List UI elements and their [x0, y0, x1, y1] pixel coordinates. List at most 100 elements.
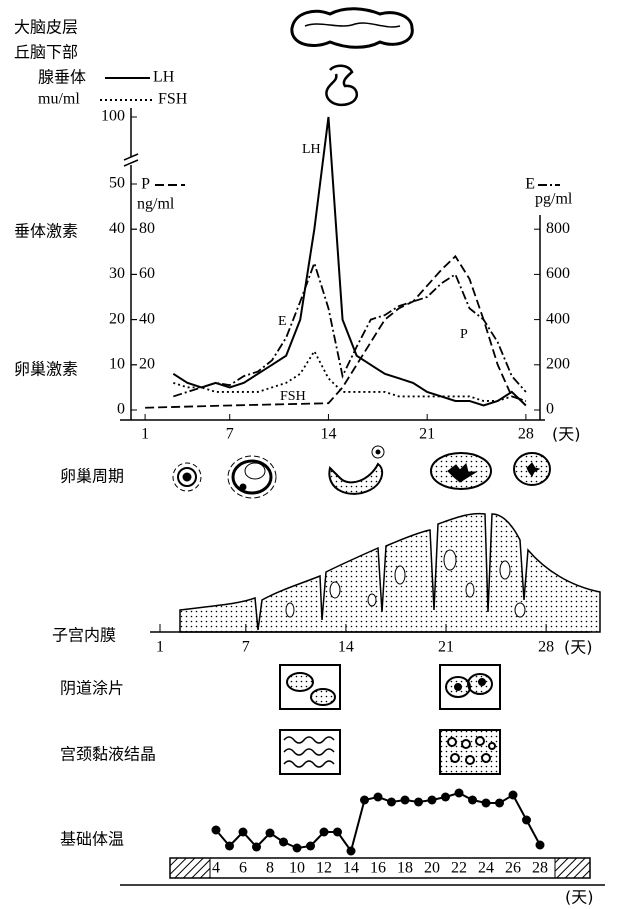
series-line: [145, 256, 526, 407]
x-tick-label: 24: [478, 860, 494, 877]
x-tick-label: 14: [343, 860, 359, 877]
temperature-point: [387, 798, 396, 807]
y-tick-label: 0: [117, 401, 125, 418]
temperature-point: [279, 838, 288, 847]
endometrium-label: 子宫内膜: [52, 626, 116, 645]
legend-label: FSH: [158, 91, 188, 108]
y-tick-label: 20: [109, 310, 125, 327]
curve-label: FSH: [280, 389, 306, 404]
mucus-boxes: [280, 730, 500, 774]
y-tick-label: 40: [109, 220, 125, 237]
x-tick-label: 22: [451, 860, 467, 877]
series-line: [173, 351, 526, 401]
pituitary-label: 腺垂体: [38, 68, 86, 87]
temperature-point: [414, 798, 423, 807]
x-tick-label: 1: [156, 639, 164, 656]
temperature-point: [522, 816, 531, 825]
temperature-line: [216, 793, 540, 851]
y-tick-label: 10: [109, 355, 125, 372]
y2-unit: pg/ml: [535, 191, 573, 208]
temperature-point: [225, 842, 234, 851]
x-tick-label: 21: [419, 426, 435, 443]
curve-label: P: [460, 327, 468, 342]
temperature-point: [374, 793, 383, 802]
y3-tick-label: 20: [139, 355, 155, 372]
y2-tick-label: 400: [546, 310, 570, 327]
legend-label: LH: [153, 69, 175, 86]
temperature-point: [536, 841, 545, 850]
temperature-point: [347, 847, 356, 856]
x-tick-label: 28: [538, 639, 554, 656]
x-tick-label: 28: [518, 426, 534, 443]
x-tick-label: 10: [289, 860, 305, 877]
x-tick-label: 14: [320, 426, 336, 443]
y2-tick-label: 200: [546, 355, 570, 372]
y3-tick-label: 40: [139, 310, 155, 327]
x-tick-label: 18: [397, 860, 413, 877]
x-tick-label: 16: [370, 860, 386, 877]
y3-unit: ng/ml: [137, 196, 175, 213]
smear-label: 阴道涂片: [60, 679, 124, 698]
temperature-point: [428, 796, 437, 805]
temperature-point: [266, 829, 275, 838]
chart-title: 基础体温: [60, 830, 124, 849]
x-tick-label: 21: [438, 639, 454, 656]
temperature-point: [212, 826, 221, 835]
ovary-label: 卵巢周期: [60, 467, 124, 486]
x-tick-label: 6: [239, 860, 247, 877]
x-tick-label: 20: [424, 860, 440, 877]
y2-tick-label: 600: [546, 265, 570, 282]
x-tick-label: 7: [226, 426, 234, 443]
temperature-point: [293, 844, 302, 853]
y-axis-title: 卵巢激素: [14, 360, 78, 379]
ovary-drawings: [173, 446, 550, 498]
legend-label: E: [525, 176, 535, 193]
temperature-point: [333, 828, 342, 837]
x-tick-label: 14: [338, 639, 354, 656]
endometrium-drawing: [180, 514, 600, 632]
cortex-label: 大脑皮层: [14, 18, 78, 37]
temperature-point: [482, 799, 491, 808]
series-line: [173, 263, 526, 396]
x-unit: (天): [552, 425, 581, 444]
temperature-point: [306, 842, 315, 851]
x-tick-label: 1: [141, 426, 149, 443]
temperature-point: [468, 796, 477, 805]
y-axis-title: 垂体激素: [14, 222, 78, 241]
x-tick-label: 4: [212, 860, 220, 877]
temperature-point: [320, 828, 329, 837]
y-tick-label: 30: [109, 265, 125, 282]
y2-tick-label: 0: [546, 401, 554, 418]
y-tick-label: 100: [101, 108, 125, 125]
temperature-point: [509, 791, 518, 800]
pituitary-drawing: [326, 66, 356, 105]
temperature-point: [239, 828, 248, 837]
y3-tick-label: 80: [139, 220, 155, 237]
y-unit: mu/ml: [38, 91, 80, 108]
temperature-point: [252, 843, 261, 852]
legend-label: P: [141, 176, 150, 193]
y3-tick-label: 60: [139, 265, 155, 282]
smear-boxes: [280, 665, 500, 709]
temperature-point: [360, 796, 369, 805]
temperature-point: [441, 793, 450, 802]
y-tick-label: 50: [109, 175, 125, 192]
curve-label: LH: [302, 142, 321, 157]
x-tick-label: 26: [505, 860, 521, 877]
brain-drawing: [292, 9, 412, 48]
temperature-point: [401, 796, 410, 805]
curve-label: E: [278, 314, 287, 329]
hypothalamus-label: 丘脑下部: [14, 43, 78, 62]
y2-tick-label: 800: [546, 220, 570, 237]
temperature-point: [455, 789, 464, 798]
menses-hatch: [555, 858, 590, 878]
menses-hatch: [170, 858, 210, 878]
x-unit: (天): [564, 638, 593, 657]
figure: 大脑皮层 丘脑下部 腺垂体 卵巢周期 子宫内膜 阴道涂片 宫颈黏液结晶 0102…: [0, 0, 619, 909]
x-tick-label: 28: [532, 860, 548, 877]
x-unit: (天): [565, 888, 594, 907]
x-tick-label: 7: [242, 639, 250, 656]
mucus-label: 宫颈黏液结晶: [60, 745, 156, 764]
x-tick-label: 12: [316, 860, 332, 877]
temperature-point: [495, 799, 504, 808]
